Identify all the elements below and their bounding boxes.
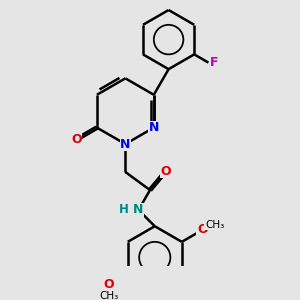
Text: O: O <box>103 278 114 291</box>
Text: F: F <box>210 56 219 69</box>
Text: N: N <box>120 138 130 151</box>
Text: CH₃: CH₃ <box>205 220 224 230</box>
Text: O: O <box>71 133 82 146</box>
Text: H: H <box>119 203 129 217</box>
Text: N: N <box>133 203 144 217</box>
Text: O: O <box>160 165 171 178</box>
Text: O: O <box>197 223 208 236</box>
Text: CH₃: CH₃ <box>99 291 119 300</box>
Text: N: N <box>148 121 159 134</box>
